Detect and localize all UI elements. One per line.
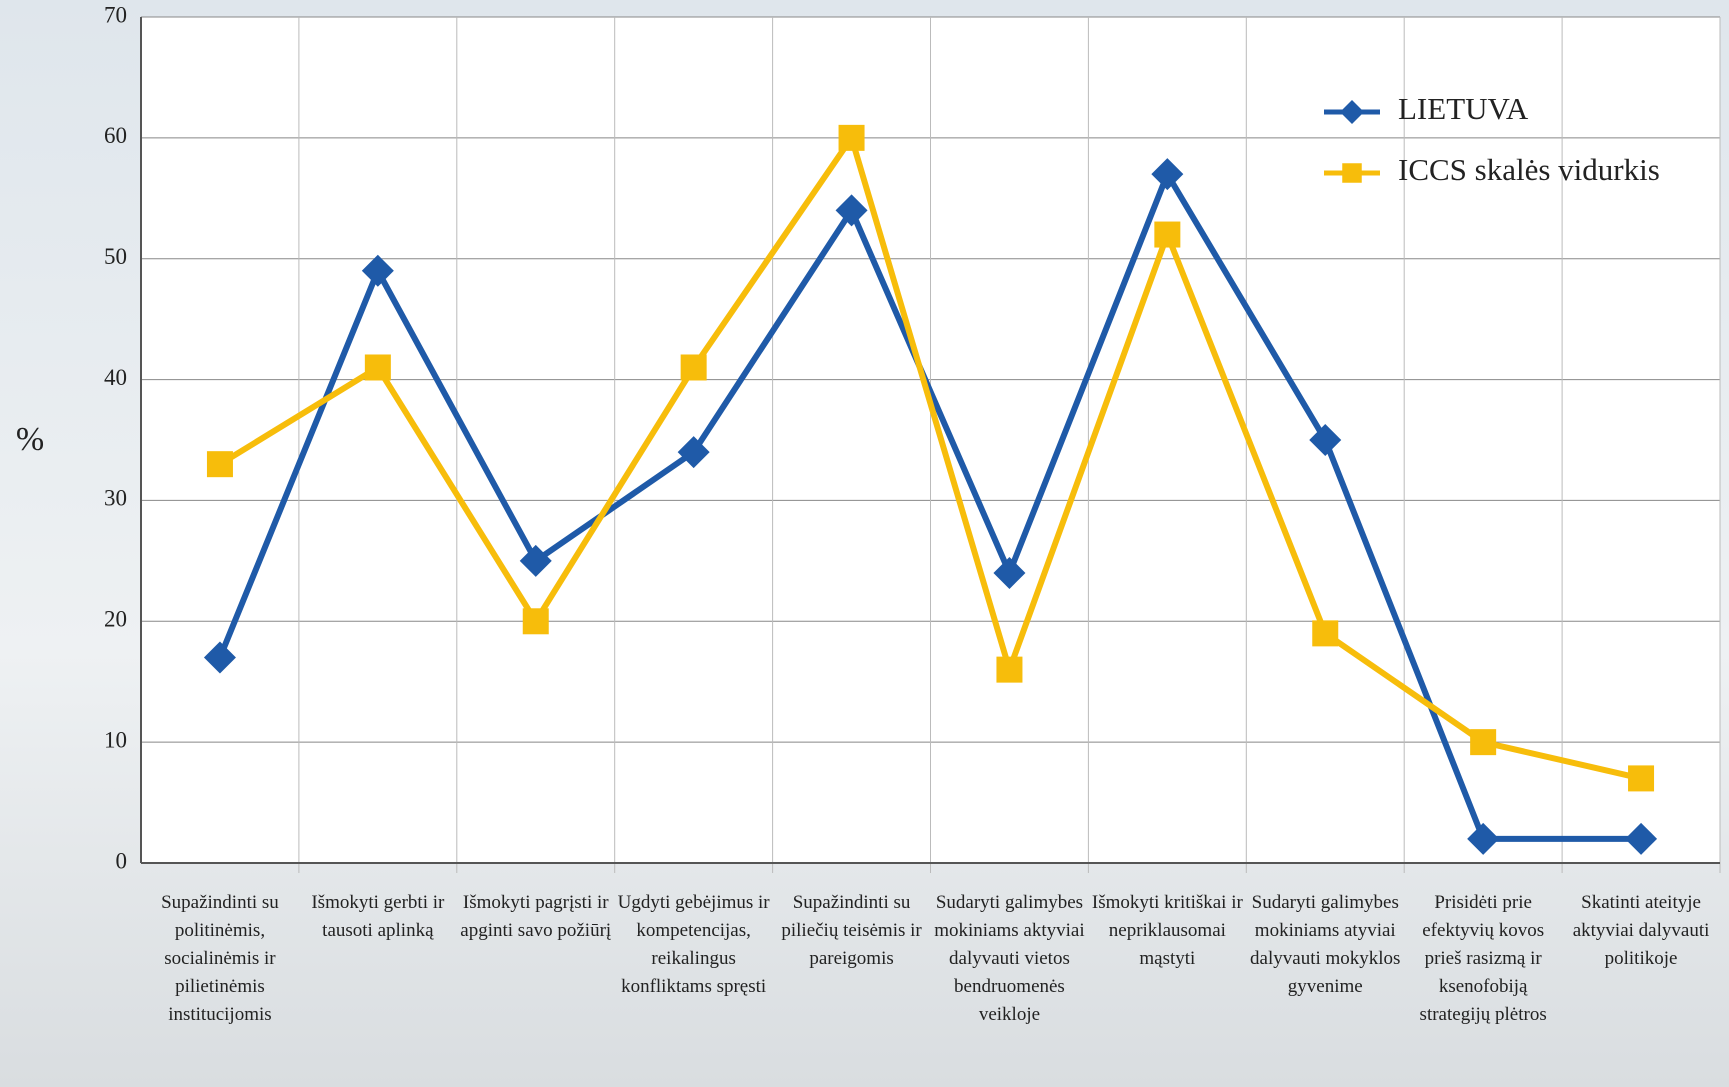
x-tick-label: Išmokyti kritiškai ir nepriklausomai mąs… xyxy=(1091,892,1243,969)
data-point xyxy=(1470,729,1497,756)
data-point xyxy=(1467,822,1500,855)
x-tick-label: Sudaryti galimybes mokiniams atyviai dal… xyxy=(1250,892,1401,997)
x-tick-label: Išmokyti gerbti ir tausoti aplinką xyxy=(311,892,445,941)
y-tick-label: 30 xyxy=(104,486,127,511)
y-axis-label: % xyxy=(16,421,44,458)
series-line xyxy=(217,171,1642,842)
x-tick-label: Skatinti ateityje aktyviai dalyvauti pol… xyxy=(1572,892,1710,969)
y-tick-label: 50 xyxy=(104,244,127,269)
series-line xyxy=(218,134,1642,782)
data-point xyxy=(519,544,552,577)
data-point xyxy=(522,608,549,635)
data-point xyxy=(993,556,1026,589)
data-point xyxy=(1312,620,1339,647)
legend-label: ICCS skalės vidurkis xyxy=(1398,152,1660,187)
data-point xyxy=(996,656,1023,683)
data-point xyxy=(1628,765,1655,792)
data-point xyxy=(1151,158,1184,191)
x-tick-label: Ugdyti gebėjimus ir kompetencijas, reika… xyxy=(617,892,770,997)
y-tick-label: 60 xyxy=(104,123,127,148)
x-tick-label: Supažindinti su piliečių teisėmis ir par… xyxy=(781,892,922,969)
x-tick-label: Išmokyti pagrįsti ir apginti savo požiūr… xyxy=(460,892,612,941)
data-point xyxy=(364,354,391,381)
data-point xyxy=(203,641,236,674)
data-point xyxy=(677,436,710,469)
x-tick-label: Sudaryti galimybes mokiniams aktyviai da… xyxy=(934,892,1085,1025)
y-tick-label: 70 xyxy=(104,2,127,27)
x-tick-label: Prisidėti prie efektyvių kovos prieš ras… xyxy=(1419,892,1547,1025)
legend-marker xyxy=(1342,163,1362,183)
data-point xyxy=(835,194,868,227)
data-point xyxy=(1309,424,1342,456)
legend-marker xyxy=(1340,100,1364,124)
data-point xyxy=(680,354,707,381)
data-point xyxy=(206,451,233,478)
y-tick-label: 20 xyxy=(104,607,127,632)
data-point xyxy=(838,124,865,151)
data-point xyxy=(1154,221,1181,248)
y-tick-label: 10 xyxy=(104,727,127,752)
y-tick-label: 0 xyxy=(116,848,128,873)
x-tick-label: Supažindinti su politinėmis, socialinėmi… xyxy=(161,892,279,1025)
y-tick-label: 40 xyxy=(104,365,127,390)
legend-label: LIETUVA xyxy=(1398,91,1529,126)
data-point xyxy=(1625,822,1658,855)
data-point xyxy=(361,254,394,287)
